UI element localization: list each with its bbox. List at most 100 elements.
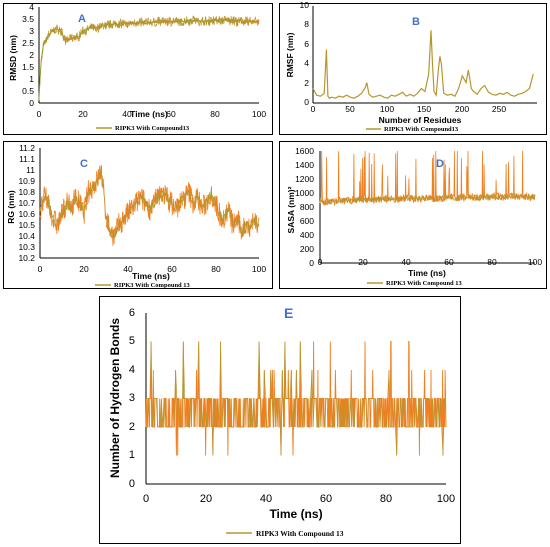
y-tick-label: 4: [129, 364, 135, 376]
y-tick-label: 11.1: [19, 154, 35, 164]
x-tick-label: 40: [401, 257, 411, 267]
y-tick-label: 5: [129, 335, 135, 347]
chart-b: B 0 2 4 6 8 10 0 50 100 150 200 250 Numb…: [285, 0, 506, 133]
y-tick-label: 10.9: [18, 176, 35, 186]
x-tick-label: 50: [345, 104, 355, 114]
y-tick-label: 1.5: [22, 62, 34, 72]
chart-d-series-line-2: [319, 192, 536, 205]
x-tick-label: 200: [455, 104, 469, 114]
chart-e-xlabel: Time (ns): [269, 507, 322, 521]
chart-a-series-line-2: [38, 15, 260, 95]
x-tick-label: 100: [252, 109, 266, 119]
chart-c-yticks: 10.2 10.3 10.4 10.5 10.6 10.7 10.8 10.9 …: [18, 143, 35, 263]
y-tick-label: 10.5: [18, 220, 35, 230]
y-tick-label: 2: [129, 421, 135, 433]
y-tick-label: 0: [309, 258, 314, 268]
y-tick-label: 1600: [295, 146, 314, 156]
x-tick-label: 80: [487, 257, 497, 267]
panel-b-frame: [279, 3, 547, 135]
chart-d: D 0 200 400 600 800 1000 1200 1400 1600 …: [286, 146, 542, 287]
chart-e-legend: RIPK3 With Compound 13: [256, 529, 344, 538]
y-tick-label: 10.6: [18, 209, 35, 219]
y-tick-label: 1: [29, 74, 34, 84]
y-tick-label: 0: [29, 98, 34, 108]
x-tick-label: 0: [311, 104, 316, 114]
y-tick-label: 3: [129, 392, 135, 404]
chart-c-xticks: 0 20 40 60 80 100: [38, 264, 267, 274]
y-tick-label: 10.7: [18, 198, 35, 208]
y-tick-label: 10.2: [18, 253, 35, 263]
chart-c-xlabel: Time (ns): [132, 271, 170, 281]
chart-e-xticks: 0 20 40 60 80 100: [143, 493, 455, 505]
panel-d-frame: [279, 141, 547, 289]
chart-a-series-line-3: [38, 19, 260, 99]
y-tick-label: 1400: [295, 160, 314, 170]
chart-d-xticks: 0 20 40 60 80 100: [318, 257, 543, 267]
chart-d-xlabel: Time (ns): [408, 268, 446, 278]
y-tick-label: 0.5: [22, 86, 34, 96]
x-tick-label: 150: [417, 104, 431, 114]
chart-a-xlabel: Time (ns): [130, 109, 168, 119]
y-tick-label: 10: [300, 0, 310, 10]
y-tick-label: 2.5: [22, 38, 34, 48]
panel-c-frame: [3, 141, 273, 289]
chart-b-xticks: 0 50 100 150 200 250: [311, 104, 507, 114]
chart-c-legend: RIPK3 With Compound 13: [114, 282, 191, 289]
x-tick-label: 20: [79, 264, 89, 274]
y-tick-label: 1200: [295, 174, 314, 184]
data-traces: [38, 6, 537, 485]
y-tick-label: 10.8: [18, 187, 35, 197]
x-tick-label: 0: [38, 264, 43, 274]
chart-e: E 0 1 2 3 4 5 6 0 20 40 60 80 100 Time (…: [108, 305, 455, 538]
y-tick-label: 8: [304, 19, 309, 29]
y-tick-label: 1: [129, 449, 135, 461]
chart-a-xticks: 0 20 40 60 80 100: [37, 109, 267, 119]
x-tick-label: 40: [123, 264, 133, 274]
y-tick-label: 11.2: [19, 143, 35, 153]
chart-a-legend: RIPK3 With Compound13: [115, 125, 190, 132]
y-tick-label: 200: [300, 244, 314, 254]
y-tick-label: 2: [304, 78, 309, 88]
panel-c-letter: C: [80, 158, 88, 170]
x-tick-label: 80: [211, 264, 221, 274]
chart-e-series-line-2: [146, 341, 446, 456]
chart-d-legend: RIPK3 With Compound 13: [386, 280, 463, 287]
x-tick-label: 60: [444, 257, 454, 267]
x-tick-label: 60: [167, 264, 177, 274]
y-tick-label: 0: [129, 478, 135, 490]
chart-c-ylabel: RG (nm): [6, 190, 16, 224]
y-tick-label: 4: [29, 2, 34, 12]
chart-b-series-line-2: [312, 30, 534, 99]
y-tick-label: 4: [304, 58, 309, 68]
y-tick-label: 2: [29, 50, 34, 60]
chart-a-yticks: 0 0.5 1 1.5 2 2.5 3 3.5 4: [22, 2, 34, 108]
chart-c: C 10.2 10.3 10.4 10.5 10.6 10.7 10.8 10.…: [6, 143, 266, 289]
x-tick-label: 100: [380, 104, 394, 114]
x-tick-label: 60: [320, 493, 332, 505]
chart-a-ylabel: RMSD (nm): [8, 35, 18, 81]
panel-e-letter: E: [284, 305, 293, 321]
chart-d-ylabel: SASA (nm)²: [286, 186, 296, 233]
y-tick-label: 1000: [295, 188, 314, 198]
x-tick-label: 40: [260, 493, 272, 505]
y-tick-label: 3: [29, 26, 34, 36]
panel-d-letter: D: [436, 158, 444, 170]
chart-d-yticks: 0 200 400 600 800 1000 1200 1400 1600: [295, 146, 314, 268]
chart-e-ylabel: Number of Hydrogen Bonds: [108, 318, 122, 478]
x-tick-label: 60: [166, 109, 176, 119]
y-tick-label: 0: [304, 97, 309, 107]
x-tick-label: 250: [492, 104, 506, 114]
chart-b-xlabel: Number of Residues: [379, 115, 462, 125]
x-tick-label: 100: [252, 264, 266, 274]
chart-b-legend: RIPK3 With Compound13: [384, 126, 459, 133]
panel-a-letter: A: [78, 13, 86, 25]
y-tick-label: 10.3: [18, 242, 35, 252]
x-tick-label: 20: [78, 109, 88, 119]
chart-a: A 0 0.5 1 1.5 2 2.5 3 3.5 4 0 20 40 60 8…: [8, 2, 266, 132]
x-tick-label: 20: [200, 493, 212, 505]
y-tick-label: 6: [129, 307, 135, 319]
y-tick-label: 11: [26, 165, 35, 175]
y-tick-label: 3.5: [22, 14, 34, 24]
y-tick-label: 600: [300, 216, 314, 226]
